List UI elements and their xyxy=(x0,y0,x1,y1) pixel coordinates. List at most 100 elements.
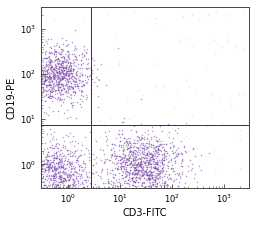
Point xyxy=(89,83,93,87)
Point xyxy=(112,142,116,146)
Point xyxy=(148,169,152,173)
Point xyxy=(67,160,71,163)
Point xyxy=(141,160,145,163)
Point xyxy=(153,180,157,183)
Point xyxy=(127,149,132,153)
Point xyxy=(58,159,62,162)
Point xyxy=(74,64,78,68)
Point xyxy=(41,174,45,178)
Point xyxy=(133,154,137,157)
Point xyxy=(63,154,68,158)
Point xyxy=(125,170,129,173)
Point xyxy=(127,156,132,159)
Point xyxy=(50,169,54,173)
Point xyxy=(62,180,66,183)
Point xyxy=(45,153,49,156)
Point xyxy=(69,75,73,79)
Point xyxy=(154,161,158,165)
Point xyxy=(186,169,190,172)
Point xyxy=(145,178,149,181)
Point xyxy=(68,183,72,187)
Point xyxy=(57,165,61,169)
Point xyxy=(149,142,153,146)
Point xyxy=(132,173,136,177)
Point xyxy=(66,49,70,53)
Point xyxy=(67,54,71,58)
Point xyxy=(49,95,53,98)
Point xyxy=(107,159,111,162)
Point xyxy=(124,137,128,141)
Point xyxy=(73,28,77,32)
Point xyxy=(154,166,158,170)
Point xyxy=(144,156,148,160)
Point xyxy=(61,178,65,182)
Point xyxy=(42,184,47,187)
Point xyxy=(103,181,107,185)
Point xyxy=(74,73,78,77)
Point xyxy=(140,151,144,154)
Point xyxy=(59,178,63,181)
Point xyxy=(105,144,109,147)
Point xyxy=(153,178,157,182)
Point xyxy=(91,163,95,167)
Point xyxy=(110,168,114,171)
Point xyxy=(58,62,62,65)
Point xyxy=(82,17,86,20)
Point xyxy=(57,175,61,178)
Point xyxy=(89,175,93,179)
Point xyxy=(46,68,50,71)
Point xyxy=(55,91,59,95)
Point xyxy=(80,100,84,103)
Point xyxy=(122,164,126,168)
Point xyxy=(78,74,82,78)
Point xyxy=(138,164,143,168)
Point xyxy=(128,65,132,68)
Point xyxy=(105,172,109,175)
Point xyxy=(84,170,88,174)
Point xyxy=(121,120,125,124)
Point xyxy=(43,50,47,53)
Point xyxy=(39,68,43,71)
Point xyxy=(44,83,48,87)
Point xyxy=(82,83,86,87)
Point xyxy=(121,155,125,159)
Point xyxy=(54,172,58,175)
Point xyxy=(56,74,60,78)
Point xyxy=(52,50,56,54)
Point xyxy=(54,150,58,154)
Point xyxy=(160,157,164,160)
Point xyxy=(49,76,53,79)
Point xyxy=(63,178,67,182)
Point xyxy=(72,76,77,80)
Point xyxy=(78,176,82,180)
Point xyxy=(145,165,149,169)
Point xyxy=(48,75,52,78)
Point xyxy=(56,81,60,84)
Point xyxy=(144,147,148,150)
Point xyxy=(61,93,66,96)
Point xyxy=(84,81,88,85)
Point xyxy=(127,162,131,166)
Point xyxy=(80,70,84,74)
Point xyxy=(193,154,197,158)
Point xyxy=(123,171,127,174)
Point xyxy=(122,141,126,145)
Point xyxy=(144,168,148,172)
Point xyxy=(54,168,58,172)
Point xyxy=(127,153,132,156)
Point xyxy=(160,159,164,163)
Point xyxy=(155,171,159,175)
Point xyxy=(125,146,130,149)
Point xyxy=(90,68,94,71)
Point xyxy=(48,82,52,86)
Point xyxy=(124,96,129,100)
Point xyxy=(58,58,62,62)
Point xyxy=(53,73,57,77)
Point xyxy=(141,168,145,172)
Point xyxy=(65,160,69,163)
Point xyxy=(149,152,153,156)
Point xyxy=(124,157,129,161)
Point xyxy=(58,76,62,79)
Point xyxy=(154,138,158,141)
Point xyxy=(46,79,50,83)
